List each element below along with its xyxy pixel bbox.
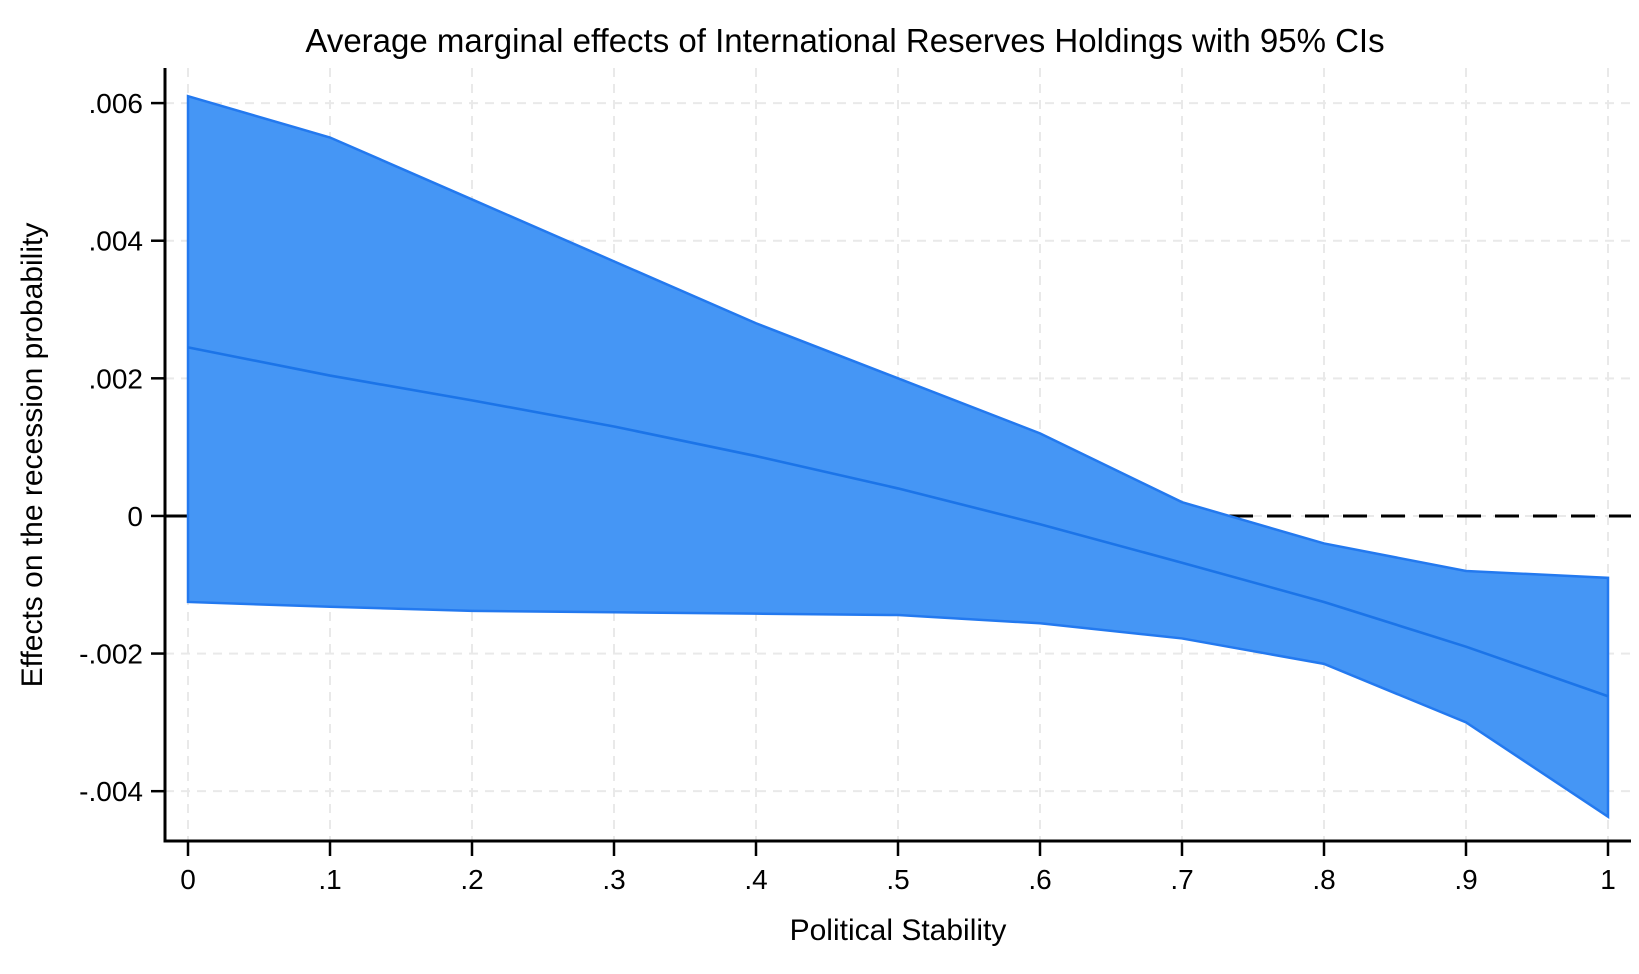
x-tick-label: .2 [460, 864, 483, 895]
y-tick-label: .004 [89, 226, 144, 257]
confidence-band-layer [186, 94, 1610, 819]
x-tick-label: .1 [318, 864, 341, 895]
mean-effect-line-layer [187, 346, 1609, 698]
y-tick-label: -.004 [79, 776, 143, 807]
y-tick-label: 0 [127, 501, 143, 532]
x-tick-label: .9 [1454, 864, 1477, 895]
x-axis-title: Political Stability [790, 914, 1007, 947]
y-tick-label: .002 [89, 363, 144, 394]
x-tick-label: .3 [602, 864, 625, 895]
x-tick-label: .5 [886, 864, 909, 895]
y-axis-title: Effects on the recession probability [16, 223, 49, 688]
x-tick-label: .7 [1170, 864, 1193, 895]
confidence-band [186, 94, 1610, 819]
mean-effect-line [187, 346, 1609, 698]
x-tick-label: .8 [1312, 864, 1335, 895]
y-tick-label: .006 [89, 88, 144, 119]
x-tick-label: .6 [1028, 864, 1051, 895]
y-tick-label: -.002 [79, 639, 143, 670]
x-tick-label: 0 [180, 864, 196, 895]
x-tick-label: .4 [744, 864, 767, 895]
axes-and-ticks: .006 .004 .002 0 -.002 -.004 0 .1 .2 .3 .4 .5 .6 .7 .8… [79, 68, 1631, 895]
x-tick-label: 1 [1600, 864, 1616, 895]
chart-title: Average marginal effects of Internationa… [305, 22, 1384, 59]
